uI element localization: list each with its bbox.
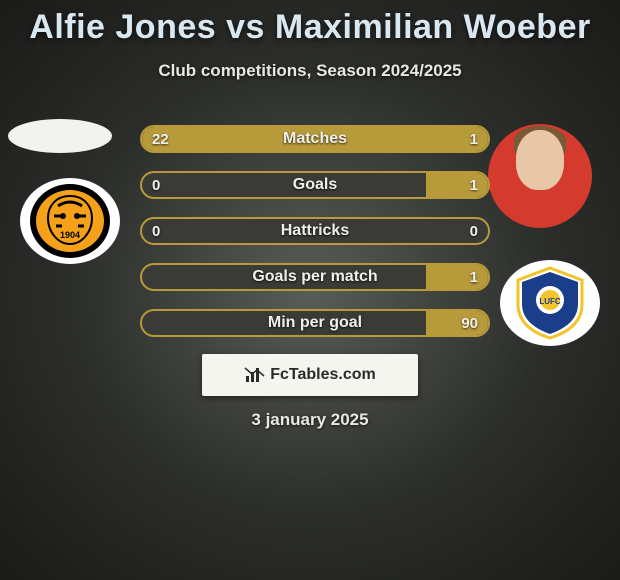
club1-year: 1904 <box>60 230 80 240</box>
player2-avatar <box>488 124 592 228</box>
player1-avatar <box>8 119 112 153</box>
chart-icon <box>244 366 266 384</box>
page-title: Alfie Jones vs Maximilian Woeber <box>0 0 620 47</box>
stat-row: 0Hattricks0 <box>140 217 490 245</box>
stat-label: Hattricks <box>142 219 488 243</box>
player2-club-crest: LUFC <box>500 260 600 346</box>
stat-value-right: 1 <box>470 173 478 197</box>
stat-label: Goals per match <box>142 265 488 289</box>
stat-value-right: 1 <box>470 127 478 151</box>
stat-row: 0Goals1 <box>140 171 490 199</box>
svg-text:LUFC: LUFC <box>539 297 561 306</box>
badge-text: FcTables.com <box>270 366 376 384</box>
stats-block: 22Matches10Goals10Hattricks0Goals per ma… <box>140 125 490 355</box>
stat-row: 22Matches1 <box>140 125 490 153</box>
stat-value-right: 90 <box>461 311 478 335</box>
player1-club-crest: 1904 <box>20 178 120 264</box>
stat-label: Goals <box>142 173 488 197</box>
stat-value-right: 1 <box>470 265 478 289</box>
stat-label: Matches <box>142 127 488 151</box>
stat-label: Min per goal <box>142 311 488 335</box>
date: 3 january 2025 <box>0 410 620 430</box>
subtitle: Club competitions, Season 2024/2025 <box>0 61 620 81</box>
source-badge: FcTables.com <box>202 354 418 396</box>
stat-value-right: 0 <box>470 219 478 243</box>
comparison-infographic: Alfie Jones vs Maximilian Woeber Club co… <box>0 0 620 580</box>
stat-row: Goals per match1 <box>140 263 490 291</box>
stat-row: Min per goal90 <box>140 309 490 337</box>
